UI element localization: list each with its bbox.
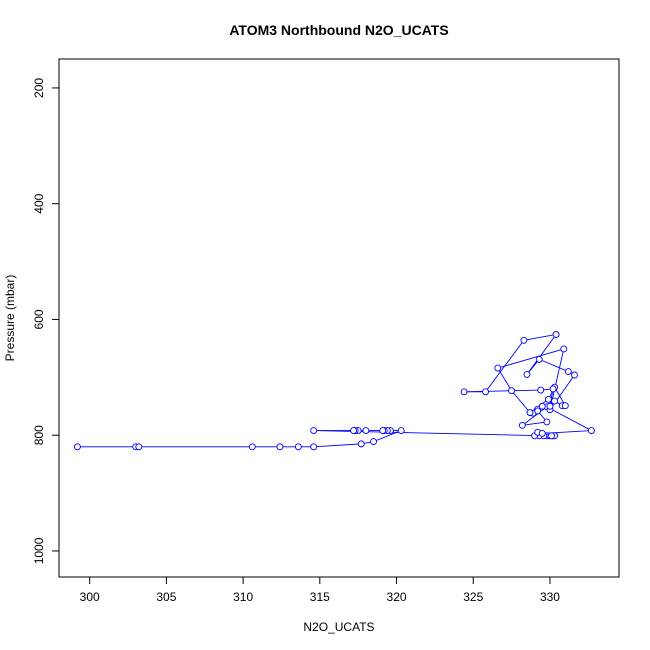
data-point xyxy=(248,443,256,451)
data-point xyxy=(538,430,546,437)
y-axis: 200 400 600 800 1000 xyxy=(32,78,59,564)
data-point xyxy=(564,368,572,375)
data-point xyxy=(552,331,560,338)
data-point xyxy=(526,409,534,417)
y-tick-label: 1000 xyxy=(32,537,46,564)
data-point xyxy=(397,427,405,435)
y-tick-label: 200 xyxy=(32,78,46,98)
y-tick-label: 800 xyxy=(32,425,46,445)
data-point xyxy=(362,427,370,435)
data-point xyxy=(73,443,81,451)
data-point xyxy=(523,370,531,378)
data-point xyxy=(587,427,595,435)
series-line-segment xyxy=(497,348,564,369)
data-point xyxy=(561,402,569,410)
data-point xyxy=(310,427,318,435)
data-point xyxy=(546,402,554,410)
data-point xyxy=(379,427,387,435)
data-point xyxy=(535,355,543,363)
data-point xyxy=(518,421,526,429)
data-point xyxy=(482,388,489,396)
y-axis-label: Pressure (mbar) xyxy=(3,275,17,362)
series-line-segment xyxy=(526,334,557,375)
x-axis-label: N2O_UCATS xyxy=(303,620,374,634)
y-tick-label: 400 xyxy=(32,193,46,213)
data-point xyxy=(460,388,468,396)
data-point xyxy=(537,386,545,394)
series-points xyxy=(73,331,595,451)
series-line-segment xyxy=(522,421,547,426)
data-point xyxy=(538,402,546,410)
series-line-segment xyxy=(523,334,557,341)
data-point xyxy=(494,364,502,372)
data-point xyxy=(350,427,358,435)
data-point xyxy=(135,443,143,451)
data-point xyxy=(294,443,302,451)
data-point xyxy=(276,443,284,451)
series-line-segment xyxy=(511,390,531,413)
series-lines xyxy=(77,334,592,448)
data-point xyxy=(560,345,568,353)
data-point xyxy=(508,387,516,395)
series-line-segment xyxy=(485,340,525,393)
x-tick-label: 325 xyxy=(463,590,483,604)
chart-title: ATOM3 Northbound N2O_UCATS xyxy=(229,22,448,38)
x-tick-label: 330 xyxy=(540,590,560,604)
data-point xyxy=(549,385,557,393)
series-line-segment xyxy=(313,443,362,448)
data-point xyxy=(571,371,578,379)
series-line-segment xyxy=(539,358,569,372)
data-point xyxy=(543,418,551,426)
series-line-segment xyxy=(464,389,541,393)
x-tick-label: 320 xyxy=(387,590,407,604)
plot-frame xyxy=(58,58,620,578)
series-line-segment xyxy=(546,406,592,431)
data-point xyxy=(370,438,377,446)
x-tick-label: 305 xyxy=(156,590,176,604)
data-point xyxy=(357,440,365,448)
data-point xyxy=(551,397,559,405)
data-point xyxy=(544,395,552,403)
data-point xyxy=(548,432,555,440)
data-point xyxy=(310,443,318,451)
x-tick-label: 310 xyxy=(233,590,253,604)
x-tick-label: 300 xyxy=(80,590,100,604)
y-tick-label: 600 xyxy=(32,309,46,329)
data-point xyxy=(534,407,542,415)
data-point xyxy=(520,336,528,344)
x-tick-label: 315 xyxy=(310,590,330,604)
x-axis: 300 305 310 315 320 325 330 xyxy=(80,577,560,604)
